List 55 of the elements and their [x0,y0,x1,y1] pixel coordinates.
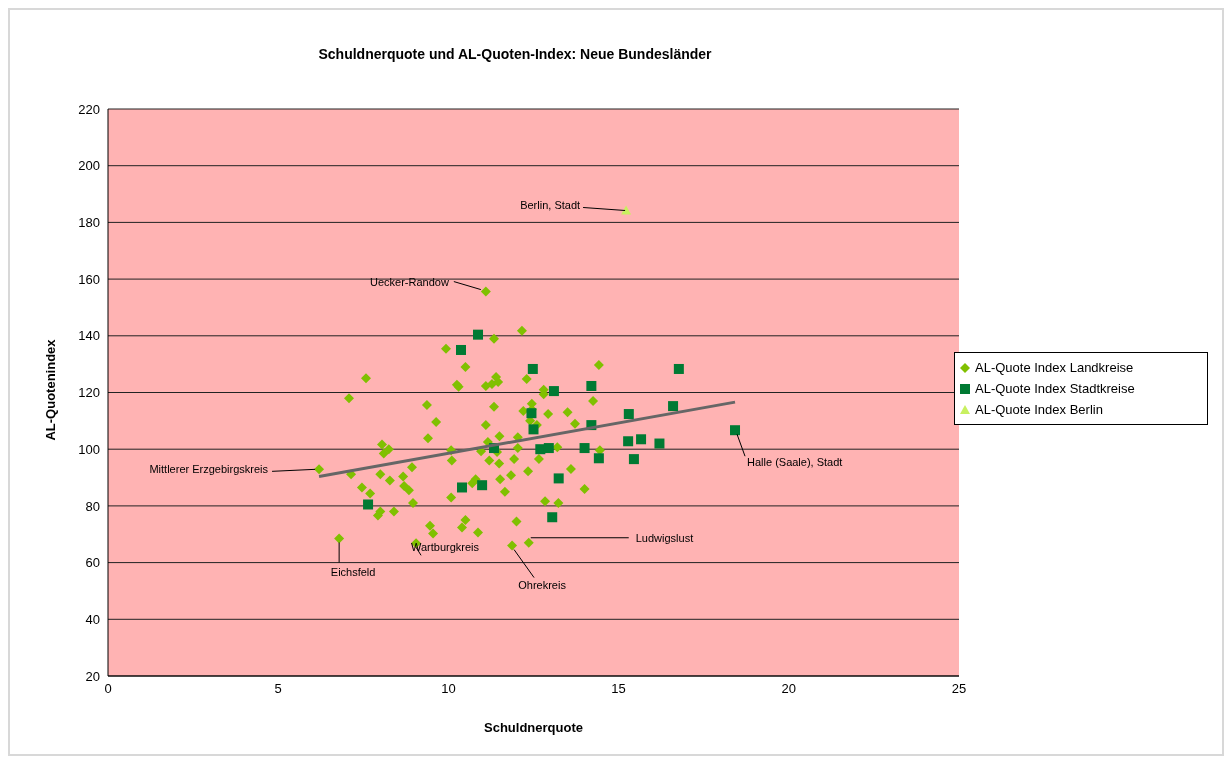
point [623,409,634,420]
y-tick-label: 120 [78,385,100,401]
point [636,434,647,445]
annotation: Wartburgkreis [411,541,480,554]
point [623,436,634,447]
y-tick-label: 100 [78,441,100,457]
y-tick-label: 200 [78,158,100,174]
point [548,386,559,397]
annotation: Mittlerer Erzgebirgskreis [149,463,269,476]
y-tick-label: 180 [78,215,100,231]
y-axis-title: AL-Quotenindex [42,339,58,441]
legend-label: AL-Quote Index Landkreise [975,360,1134,375]
annotation: Berlin, Stadt [520,199,581,212]
x-tick-label: 20 [781,681,797,697]
x-tick-label: 25 [951,681,967,697]
point [654,438,665,449]
point [456,344,466,355]
legend-label: AL-Quote Index Stadtkreise [975,381,1135,396]
point [528,424,539,435]
point [535,444,546,455]
annotation: Eichsfeld [330,565,376,578]
x-tick-label: 10 [441,681,456,697]
y-tick-label: 60 [85,555,100,571]
point [547,512,558,523]
y-tick-label: 80 [85,498,100,514]
y-tick-label: 40 [85,611,100,627]
point [527,363,538,374]
chart-title: Schuldnerquote und AL-Quoten-Index: Neue Bundesländer [317,46,713,62]
point [593,453,604,464]
y-tick-label: 140 [78,328,100,344]
point [363,499,374,510]
annotation: Uecker-Randow [369,275,449,288]
annotation: Halle (Saale), Stadt [747,456,843,469]
point [668,401,679,412]
x-axis-title: Schuldnerquote [483,720,584,735]
y-tick-label: 20 [85,668,100,684]
annotation: Ohrekreis [518,578,567,591]
point [526,408,537,419]
legend-label: AL-Quote Index Berlin [975,402,1103,417]
point [586,380,597,391]
x-tick-label: 0 [104,681,112,697]
point [543,443,554,454]
point [730,425,741,436]
x-tick-label: 15 [611,681,626,697]
annotation: Ludwigslust [635,531,694,544]
point [579,443,590,454]
point [473,329,484,340]
point [673,363,684,374]
point [457,482,468,493]
point [628,454,639,465]
y-tick-label: 160 [78,271,100,287]
y-tick-label: 220 [78,101,100,117]
point [553,473,564,484]
x-tick-label: 5 [274,681,282,697]
point [477,480,488,491]
